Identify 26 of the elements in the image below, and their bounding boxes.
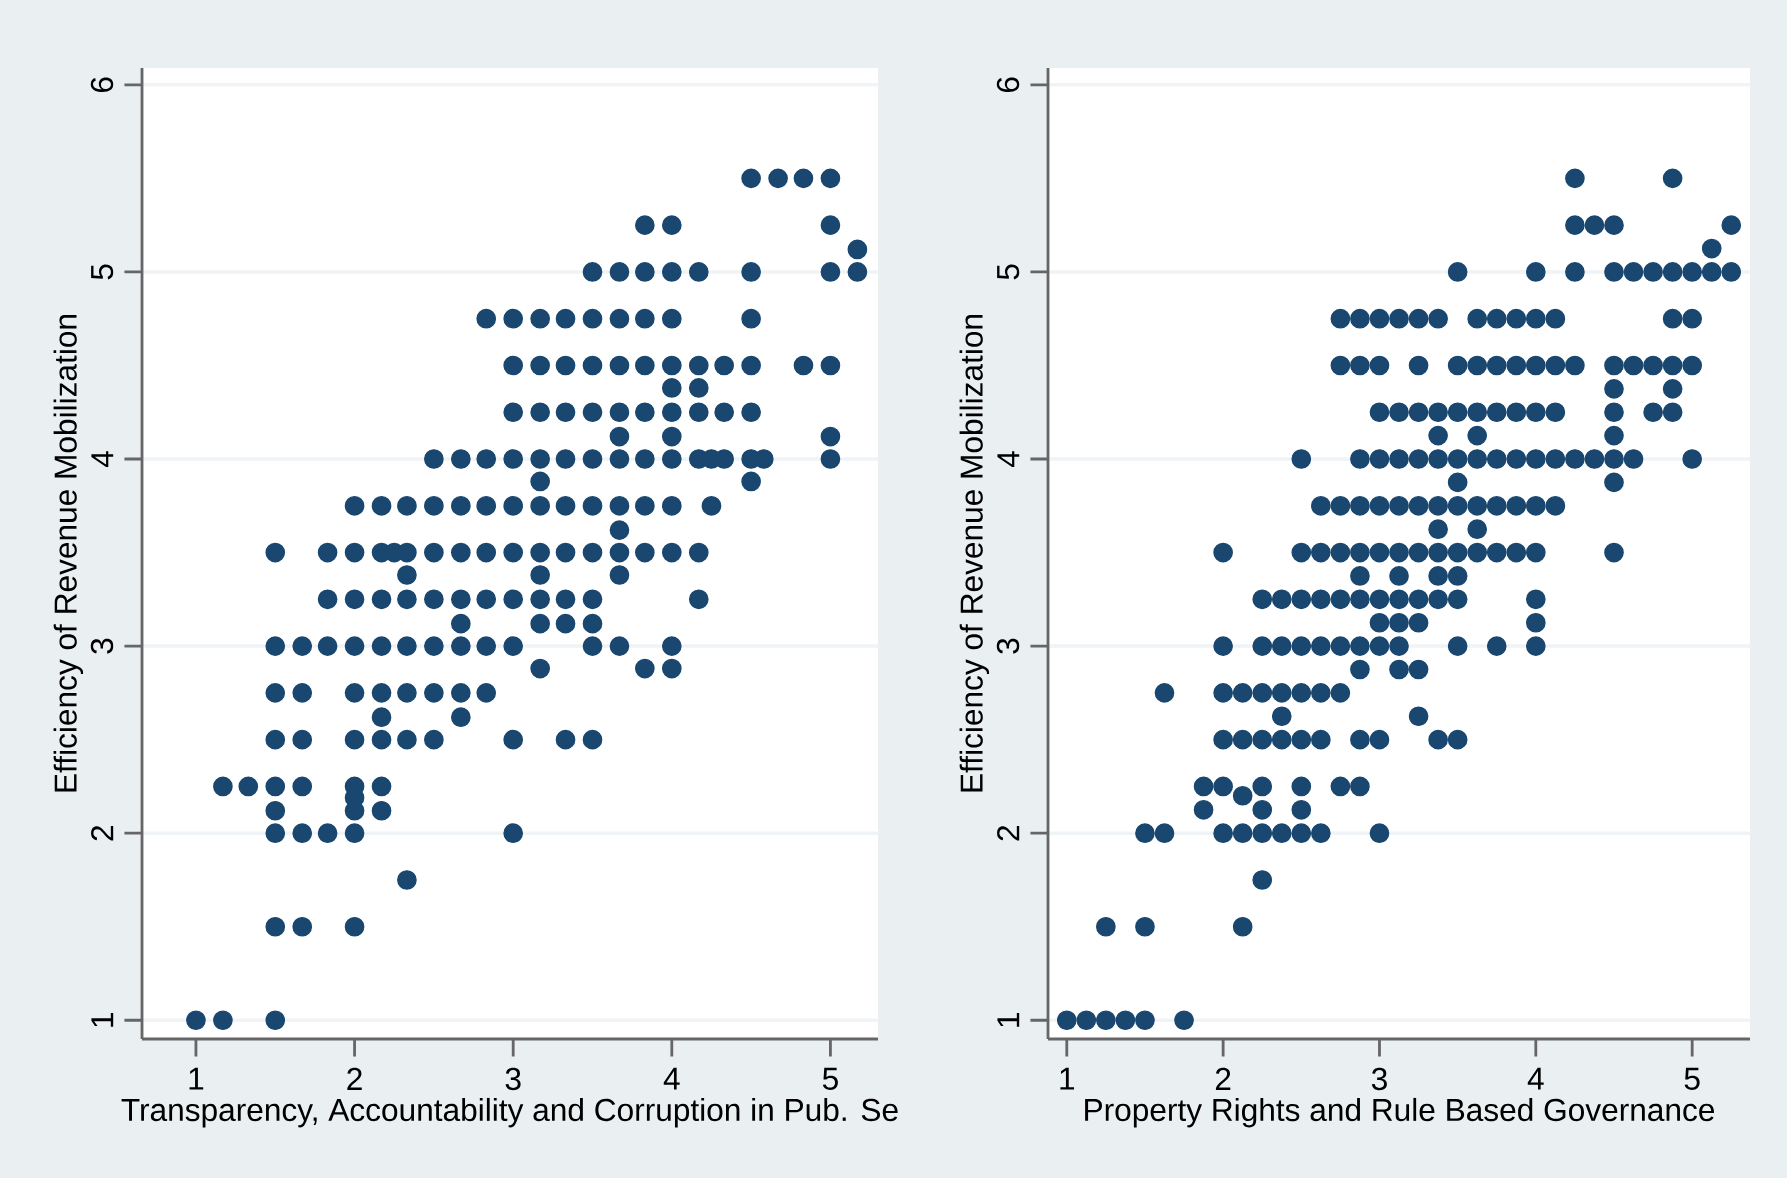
x-tick-label: 4 (1527, 1067, 1544, 1090)
x-axis-title: Property Rights and Rule Based Governance (1085, 1097, 1715, 1128)
y-tick-label: 2 (91, 826, 114, 841)
x-tick-label: 5 (822, 1067, 838, 1090)
x-tick-label: 3 (505, 1067, 521, 1091)
y-tick-label: 6 (996, 77, 1020, 93)
x-tick-label: 5 (1684, 1067, 1700, 1090)
y-tick-label: 2 (997, 826, 1020, 841)
x-tick-label: 2 (1215, 1067, 1231, 1090)
x-tick-label: 1 (189, 1067, 204, 1090)
y-tick-label: 3 (996, 638, 1020, 654)
y-tick-label: 3 (90, 638, 114, 654)
y-tick-label: 4 (997, 451, 1020, 468)
x-tick-label: 3 (1371, 1067, 1387, 1091)
x-tick-label: 1 (1060, 1067, 1075, 1090)
y-tick-label: 1 (997, 1013, 1020, 1027)
x-tick-label: 4 (663, 1067, 680, 1090)
y-axis-title: Efficiency of Revenue Mobilization (959, 315, 990, 792)
y-tick-label: 6 (90, 77, 114, 93)
y-tick-label: 4 (91, 451, 114, 468)
y-tick-label: 5 (91, 264, 114, 280)
x-axis-title: Transparency, Accountability and Corruption in Pub. Se (121, 1097, 898, 1128)
y-tick-label: 1 (91, 1013, 114, 1027)
x-tick-label: 2 (347, 1067, 362, 1090)
y-axis-title: Efficiency of Revenue Mobilization (53, 315, 84, 792)
y-tick-label: 5 (997, 264, 1020, 280)
